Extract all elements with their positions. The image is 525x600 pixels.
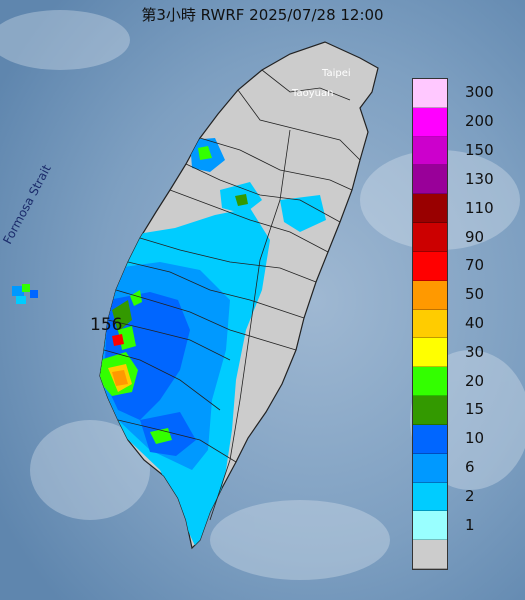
legend-swatch [413, 309, 447, 339]
legend-label: 40 [465, 314, 485, 332]
taoyuan-label: Taoyuan [291, 88, 333, 99]
county-borders [103, 69, 361, 521]
legend-label: 30 [465, 342, 485, 361]
taipei-label: Taipei [321, 68, 351, 79]
legend-swatch [413, 367, 447, 397]
color-legend [412, 78, 448, 570]
legend-label: 150 [465, 141, 494, 160]
legend-label: 15 [465, 400, 485, 419]
legend-label: 50 [465, 285, 485, 304]
legend-label: 70 [465, 256, 485, 275]
sea-texture [0, 10, 525, 580]
precip-field [100, 138, 326, 548]
legend-label: 2 [465, 486, 475, 505]
legend-swatch [413, 280, 447, 310]
legend-label: 130 [465, 169, 494, 188]
max-value-label: 156 [90, 315, 122, 335]
legend-label: 300 [465, 83, 494, 102]
penghu-precip [12, 284, 38, 304]
legend-swatch [413, 136, 447, 166]
legend-label: 110 [465, 198, 494, 217]
legend-label: 90 [465, 227, 485, 246]
legend-label: 1 [465, 515, 475, 534]
map-title: 第3小時 RWRF 2025/07/28 12:00 [141, 6, 384, 24]
legend-swatch [413, 338, 447, 368]
legend-swatch [413, 453, 447, 483]
legend-swatch [413, 424, 447, 454]
legend-swatch [413, 251, 447, 281]
legend-label: 200 [465, 112, 494, 131]
legend-swatch [413, 396, 447, 425]
legend-swatch [413, 511, 447, 541]
legend-swatch [413, 194, 447, 224]
legend-label: 20 [465, 371, 485, 390]
legend-swatch [413, 79, 447, 108]
legend-label: 6 [465, 458, 475, 477]
legend-label: 10 [465, 429, 485, 448]
legend-swatch [413, 540, 447, 569]
legend-swatch [413, 482, 447, 512]
legend-swatch [413, 223, 447, 252]
legend-swatch [413, 165, 447, 195]
legend-swatch [413, 107, 447, 137]
